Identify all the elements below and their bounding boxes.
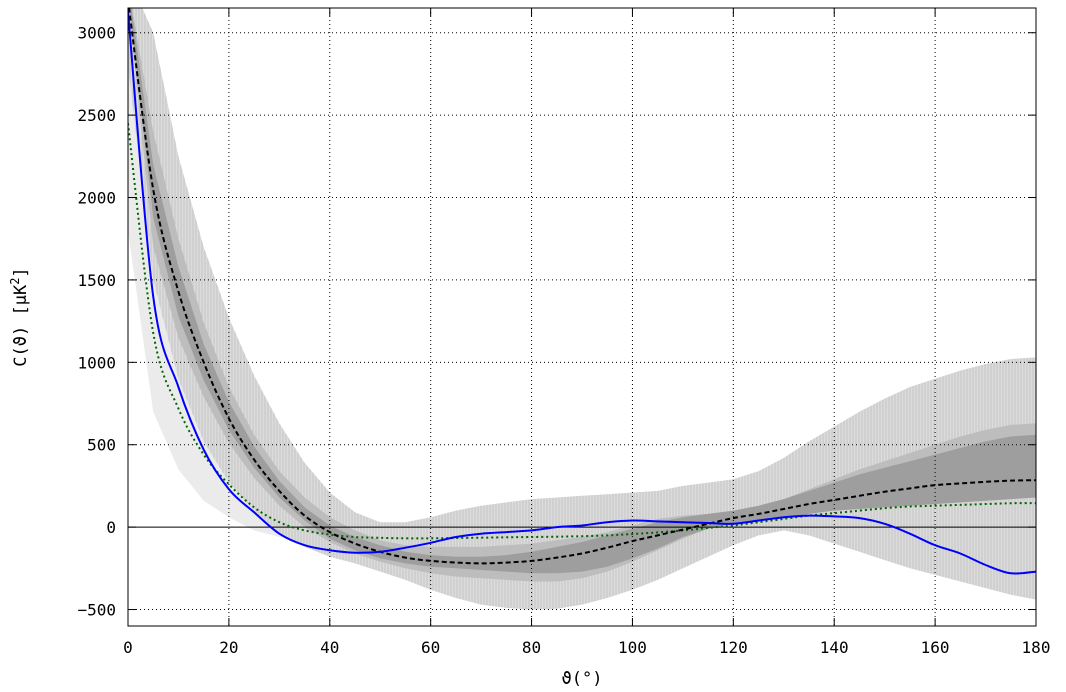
x-tick-label-2: 40 <box>320 638 339 657</box>
x-tick-labels: 0 20 40 60 80 100 120 140 160 180 <box>123 638 1050 657</box>
y-tick-label-0: −500 <box>77 601 116 620</box>
y-axis-label-main: C(ϑ) [μK <box>11 284 31 367</box>
y-tick-label-1: 0 <box>106 518 116 537</box>
band-1 <box>128 8 1036 610</box>
x-tick-label-6: 120 <box>719 638 748 657</box>
y-axis-label: C(ϑ) [μK2] <box>8 267 31 366</box>
y-tick-label-6: 2500 <box>77 106 116 125</box>
y-tick-labels: −500 0 500 1000 1500 2000 2500 3000 <box>77 24 116 620</box>
x-tick-label-5: 100 <box>618 638 647 657</box>
y-tick-label-5: 2000 <box>77 189 116 208</box>
axis-ticks <box>127 8 1037 626</box>
x-tick-label-9: 180 <box>1022 638 1051 657</box>
series-lines <box>128 8 1036 575</box>
x-tick-label-3: 60 <box>421 638 440 657</box>
x-tick-label-8: 160 <box>921 638 950 657</box>
grid-lines <box>128 8 1036 626</box>
y-tick-label-2: 500 <box>87 436 116 455</box>
x-tick-label-4: 80 <box>522 638 541 657</box>
y-axis-label-tail: ] <box>11 267 31 277</box>
x-tick-label-7: 140 <box>820 638 849 657</box>
y-tick-label-3: 1000 <box>77 353 116 372</box>
y-axis-label-sup: 2 <box>8 278 22 285</box>
y-tick-label-7: 3000 <box>77 24 116 43</box>
x-axis-label: ϑ(°) <box>562 669 603 689</box>
x-tick-label-0: 0 <box>123 638 133 657</box>
uncertainty-bands <box>128 8 1036 610</box>
plot-frame <box>127 7 1037 627</box>
series-line-solid <box>128 11 1036 575</box>
series-line-dashed <box>128 8 1036 565</box>
y-tick-label-4: 1500 <box>77 271 116 290</box>
x-tick-label-1: 20 <box>219 638 238 657</box>
